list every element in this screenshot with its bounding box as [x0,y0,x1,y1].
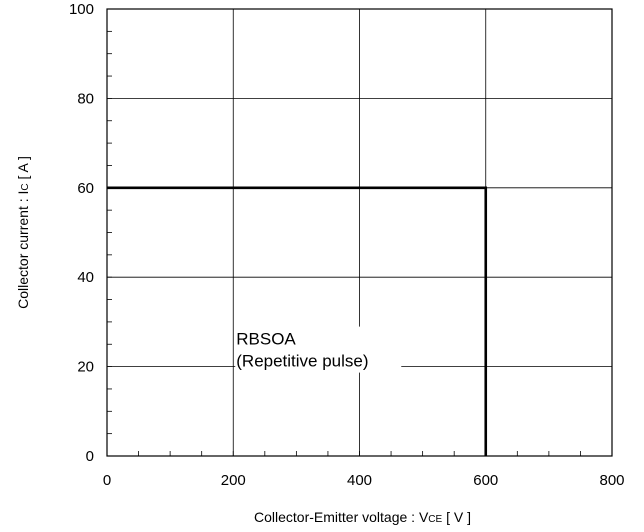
annotations: RBSOA (Repetitive pulse) [235,326,402,373]
y-axis-title-unit: [ A ] [15,156,31,183]
x-tick-labels: 0 200 400 600 800 [103,472,625,489]
x-tick-label: 200 [221,472,246,489]
annotation-title: RBSOA [236,330,296,349]
y-tick-labels: 0 20 40 60 80 100 [69,1,94,465]
plot-frame [106,8,613,457]
y-axis-title-main: Collector current : I [15,191,31,309]
x-tick-label: 0 [103,472,111,489]
x-axis-title: Collector-Emitter voltage : VCE [ V ] [254,509,471,525]
y-tick-label: 80 [77,90,94,107]
x-axis-title-subscript: CE [428,514,442,525]
y-axis-title-subscript: C [20,183,31,190]
y-axis-title: Collector current : IC [ A ] [15,156,31,309]
y-tick-label: 60 [77,180,94,197]
x-axis-title-unit: [ V ] [442,509,471,525]
series-group [107,186,488,456]
x-axis-title-main: Collector-Emitter voltage : V [254,509,429,525]
x-tick-label: 600 [473,472,498,489]
y-tick-label: 20 [77,359,94,376]
y-tick-label: 40 [77,269,94,286]
y-tick-label: 0 [86,448,94,465]
annotation-background [235,326,402,373]
rbsoa-boundary-line [107,186,488,456]
x-tick-label: 400 [347,472,372,489]
x-tick-label: 800 [599,472,624,489]
y-tick-label: 100 [69,1,94,18]
annotation-subtitle: (Repetitive pulse) [236,352,368,371]
